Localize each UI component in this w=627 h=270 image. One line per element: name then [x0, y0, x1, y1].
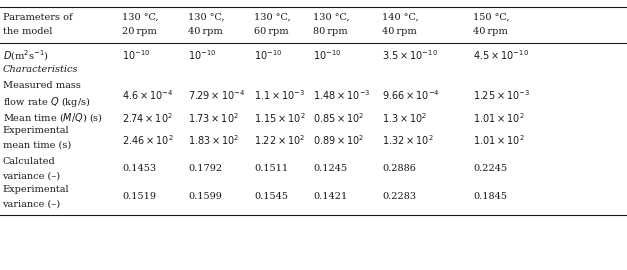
Text: Parameters of: Parameters of [3, 12, 72, 22]
Text: $10^{-10}$: $10^{-10}$ [188, 49, 216, 62]
Text: Mean time ($M/Q$) (s): Mean time ($M/Q$) (s) [3, 111, 103, 124]
Text: 40 rpm: 40 rpm [382, 27, 417, 36]
Text: 20 rpm: 20 rpm [122, 27, 157, 36]
Text: 140 °C,: 140 °C, [382, 12, 419, 22]
Text: $1.32 \times 10^{2}$: $1.32 \times 10^{2}$ [382, 134, 435, 147]
Text: $4.5 \times 10^{-10}$: $4.5 \times 10^{-10}$ [473, 49, 529, 62]
Text: $1.01 \times 10^{2}$: $1.01 \times 10^{2}$ [473, 111, 525, 125]
Text: $2.46 \times 10^{2}$: $2.46 \times 10^{2}$ [122, 134, 174, 147]
Text: $9.66 \times 10^{-4}$: $9.66 \times 10^{-4}$ [382, 88, 440, 102]
Text: $1.73 \times 10^{2}$: $1.73 \times 10^{2}$ [188, 111, 239, 125]
Text: 40 rpm: 40 rpm [188, 27, 223, 36]
Text: $1.1 \times 10^{-3}$: $1.1 \times 10^{-3}$ [254, 88, 305, 102]
Text: variance (–): variance (–) [3, 199, 61, 208]
Text: Experimental: Experimental [3, 185, 69, 194]
Text: 60 rpm: 60 rpm [254, 27, 288, 36]
Text: $1.25 \times 10^{-3}$: $1.25 \times 10^{-3}$ [473, 88, 530, 102]
Text: $2.74 \times 10^{2}$: $2.74 \times 10^{2}$ [122, 111, 173, 125]
Text: 130 °C,: 130 °C, [122, 12, 159, 22]
Text: $1.22 \times 10^{2}$: $1.22 \times 10^{2}$ [254, 134, 305, 147]
Text: mean time (s): mean time (s) [3, 141, 71, 150]
Text: 0.1845: 0.1845 [473, 192, 507, 201]
Text: 0.2283: 0.2283 [382, 192, 416, 201]
Text: $10^{-10}$: $10^{-10}$ [254, 49, 282, 62]
Text: Characteristics: Characteristics [3, 65, 78, 74]
Text: variance (–): variance (–) [3, 171, 61, 181]
Text: $1.48 \times 10^{-3}$: $1.48 \times 10^{-3}$ [314, 88, 371, 102]
Text: flow rate $Q$ (kg/s): flow rate $Q$ (kg/s) [3, 95, 90, 109]
Text: $7.29 \times 10^{-4}$: $7.29 \times 10^{-4}$ [188, 88, 245, 102]
Text: $1.3 \times 10^{2}$: $1.3 \times 10^{2}$ [382, 111, 428, 125]
Text: Measured mass: Measured mass [3, 80, 80, 90]
Text: 130 °C,: 130 °C, [188, 12, 224, 22]
Text: the model: the model [3, 27, 52, 36]
Text: $10^{-10}$: $10^{-10}$ [314, 49, 342, 62]
Text: 150 °C,: 150 °C, [473, 12, 510, 22]
Text: 0.1421: 0.1421 [314, 192, 348, 201]
Text: 0.1792: 0.1792 [188, 164, 222, 173]
Text: 40 rpm: 40 rpm [473, 27, 508, 36]
Text: 0.1545: 0.1545 [254, 192, 288, 201]
Text: Experimental: Experimental [3, 126, 69, 135]
Text: 0.1245: 0.1245 [314, 164, 347, 173]
Text: 0.1599: 0.1599 [188, 192, 222, 201]
Text: 130 °C,: 130 °C, [254, 12, 290, 22]
Text: $D$(m$^2$s$^{-1}$): $D$(m$^2$s$^{-1}$) [3, 49, 48, 63]
Text: 0.2886: 0.2886 [382, 164, 416, 173]
Text: $4.6 \times 10^{-4}$: $4.6 \times 10^{-4}$ [122, 88, 174, 102]
Text: 0.1519: 0.1519 [122, 192, 156, 201]
Text: 0.1511: 0.1511 [254, 164, 288, 173]
Text: 0.2245: 0.2245 [473, 164, 507, 173]
Text: $0.89 \times 10^{2}$: $0.89 \times 10^{2}$ [314, 134, 365, 147]
Text: $1.01 \times 10^{2}$: $1.01 \times 10^{2}$ [473, 134, 525, 147]
Text: $0.85 \times 10^{2}$: $0.85 \times 10^{2}$ [314, 111, 365, 125]
Text: $1.15 \times 10^{2}$: $1.15 \times 10^{2}$ [254, 111, 306, 125]
Text: $3.5 \times 10^{-10}$: $3.5 \times 10^{-10}$ [382, 49, 438, 62]
Text: Calculated: Calculated [3, 157, 55, 166]
Text: 0.1453: 0.1453 [122, 164, 156, 173]
Text: $10^{-10}$: $10^{-10}$ [122, 49, 150, 62]
Text: 130 °C,: 130 °C, [314, 12, 350, 22]
Text: $1.83 \times 10^{2}$: $1.83 \times 10^{2}$ [188, 134, 240, 147]
Text: 80 rpm: 80 rpm [314, 27, 348, 36]
